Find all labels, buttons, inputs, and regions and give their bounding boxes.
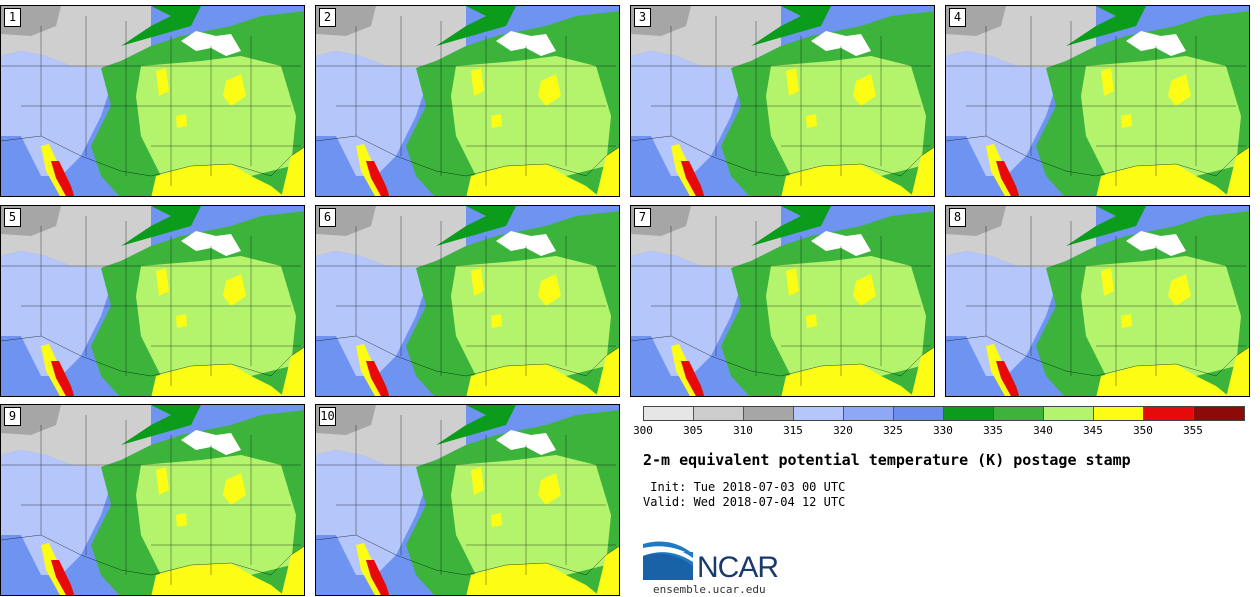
colorbar-tick-label: 345 — [1083, 424, 1103, 437]
ncar-logo-icon — [643, 541, 693, 580]
ensemble-member-map[interactable]: 8 — [945, 205, 1250, 397]
colorbar-tick-label: 355 — [1183, 424, 1203, 437]
member-number-label: 3 — [634, 8, 651, 27]
ensemble-member-map[interactable]: 2 — [315, 5, 620, 197]
colorbar-swatch — [644, 407, 694, 420]
member-number-label: 1 — [4, 8, 21, 27]
ensemble-member-map[interactable]: 4 — [945, 5, 1250, 197]
colorbar-swatch — [994, 407, 1044, 420]
colorbar-swatch — [794, 407, 844, 420]
init-time: Init: Tue 2018-07-03 00 UTC — [643, 480, 846, 494]
ensemble-member-map[interactable]: 5 — [0, 205, 305, 397]
ensemble-member-map[interactable]: 10 — [315, 404, 620, 596]
figure-title: 2-m equivalent potential temperature (K)… — [643, 451, 1131, 469]
ensemble-member-map[interactable]: 1 — [0, 5, 305, 197]
colorbar-swatch — [1144, 407, 1194, 420]
colorbar-tick-label: 300 — [633, 424, 653, 437]
colorbar-tick-label: 310 — [733, 424, 753, 437]
member-number-label: 9 — [4, 407, 21, 426]
colorbar-swatch — [1094, 407, 1144, 420]
colorbar-tick-label: 340 — [1033, 424, 1053, 437]
colorbar-swatch — [694, 407, 744, 420]
member-number-label: 2 — [319, 8, 336, 27]
member-number-label: 5 — [4, 208, 21, 227]
member-number-label: 8 — [949, 208, 966, 227]
colorbar-swatch — [844, 407, 894, 420]
ncar-logo-text: NCAR — [697, 551, 779, 584]
colorbar-tick-label: 350 — [1133, 424, 1153, 437]
ensemble-member-map[interactable]: 7 — [630, 205, 935, 397]
colorbar-swatch — [744, 407, 794, 420]
ensemble-member-map[interactable]: 3 — [630, 5, 935, 197]
member-number-label: 7 — [634, 208, 651, 227]
url-text: ensemble.ucar.edu — [653, 583, 766, 596]
member-number-label: 10 — [319, 407, 336, 426]
colorbar-tick-label: 330 — [933, 424, 953, 437]
member-number-label: 4 — [949, 8, 966, 27]
ensemble-member-map[interactable]: 9 — [0, 404, 305, 596]
colorbar-swatch — [1044, 407, 1094, 420]
colorbar-tick-label: 335 — [983, 424, 1003, 437]
valid-time: Valid: Wed 2018-07-04 12 UTC — [643, 495, 846, 509]
member-number-label: 6 — [319, 208, 336, 227]
colorbar-tick-label: 305 — [683, 424, 703, 437]
colorbar — [643, 406, 1245, 421]
colorbar-tick-label: 315 — [783, 424, 803, 437]
ensemble-member-map[interactable]: 6 — [315, 205, 620, 397]
colorbar-tick-label: 325 — [883, 424, 903, 437]
colorbar-swatch — [944, 407, 994, 420]
colorbar-swatch — [1194, 407, 1244, 420]
colorbar-tick-label: 320 — [833, 424, 853, 437]
colorbar-swatch — [894, 407, 944, 420]
